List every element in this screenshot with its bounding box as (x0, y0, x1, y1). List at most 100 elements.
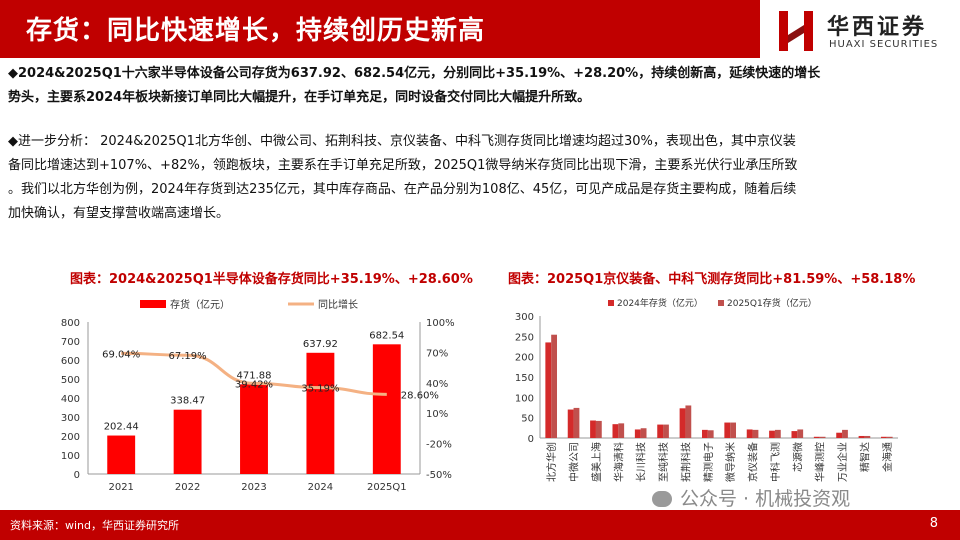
chart2-y-tick: 250 (515, 332, 534, 343)
chart2-bar (640, 428, 647, 438)
chart2-bar (864, 435, 871, 438)
chart2-legend-2024-label: 2024年存货（亿元） (617, 297, 703, 309)
chart2-x-tick: 至纯科技 (657, 442, 670, 482)
chart2-y-tick: 300 (515, 312, 534, 323)
chart1-inventory-yoy: 0 100 200 300 400 500 600 700 800 -50% -20% 10% 40% 7… (61, 298, 455, 493)
title-bar: 存货：同比快速增长，持续创历史新高 (0, 0, 760, 58)
chart2-bar (836, 432, 843, 438)
chart1-y2-tick: -20% (426, 440, 452, 451)
analysis-line: 加快确认，有望支撑营收端高速增长。 (8, 206, 230, 221)
chart1-y2-tick: -50% (426, 470, 452, 481)
chart2-y-tick: 200 (515, 353, 534, 364)
analysis-line: 。我们以北方华创为例，2024年存货到达235亿元，其中库存商品、在产品分别为1… (8, 182, 797, 197)
chart1-legend-bar-swatch (140, 300, 166, 308)
chart1-x-tick: 2023 (241, 482, 266, 493)
chart2-bar (752, 429, 759, 438)
chart2-x-tick: 华海清科 (612, 442, 625, 482)
chart2-bar (769, 430, 775, 438)
summary-line: 势头，主要系2024年板块新接订单同比大幅提升，在手订单充足，同时设备交付同比大… (8, 90, 591, 105)
chart1-yoy-label: 35.19% (301, 384, 339, 395)
chart2-bar (797, 429, 804, 438)
chart2-bar (746, 429, 753, 438)
chart2-bar (612, 424, 619, 438)
chart1-y-tick: 100 (61, 451, 80, 462)
chart2-legend-2025-label: 2025Q1存货（亿元） (727, 297, 817, 309)
chart1-yoy-label: 67.19% (169, 351, 207, 362)
chart2-bar (657, 424, 664, 438)
chart1-y-tick: 400 (61, 394, 80, 405)
chart2-bar (886, 436, 893, 438)
chart2-bar (618, 423, 625, 438)
chart2-bar (819, 436, 826, 438)
chart2-y-tick: 100 (515, 393, 534, 404)
chart2-x-tick: 精智达 (858, 442, 871, 472)
chart2-bar (595, 420, 602, 438)
chart1-bar-label: 471.88 (237, 370, 272, 381)
logo-english-name: HUAXI SECURITIES (829, 39, 939, 50)
chart2-x-tick: 京仪装备 (747, 442, 760, 482)
chart2-bar (590, 420, 596, 438)
chart2-bar (679, 408, 686, 438)
chart1-bar-label: 202.44 (104, 422, 139, 433)
chart2-bar (685, 405, 692, 438)
chart1-title: 图表：2024&2025Q1半导体设备存货同比+35.19%、+28.60% (70, 272, 473, 287)
watermark-text: 公众号 · 机械投资观 (680, 488, 851, 510)
chart2-y-tick: 0 (528, 434, 534, 445)
chart2-bar (573, 407, 580, 438)
chart2-x-tick: 中科飞测 (769, 442, 782, 482)
chart2-bar (730, 422, 737, 438)
chart2-bar (551, 334, 558, 438)
chart2-bar (567, 409, 574, 438)
chart1-x-tick: 2024 (308, 482, 333, 493)
chart2-x-tick: 长川科技 (635, 442, 648, 482)
chart2-bar (813, 436, 820, 438)
summary-paragraph: ◆2024&2025Q1十六家半导体设备公司存货为637.92、682.54亿元… (8, 62, 952, 110)
chart2-bar (842, 429, 848, 438)
chart2-x-tick: 精测电子 (702, 442, 715, 482)
analysis-line: ◆进一步分析： 2024&2025Q1北方华创、中微公司、拓荆科技、京仪装备、中… (8, 134, 796, 149)
chart1-bar-label: 637.92 (303, 339, 338, 350)
page-title: 存货：同比快速增长，持续创历史新高 (26, 16, 486, 46)
chart2-bar (858, 435, 865, 438)
chart1-bar (173, 409, 202, 474)
chart2-x-tick: 华峰测控 (814, 442, 827, 482)
chart1-x-tick: 2022 (175, 482, 200, 493)
chart2-legend-2025-swatch (718, 300, 724, 306)
chart1-y2-tick: 10% (426, 409, 448, 420)
chart1-y2-tick: 70% (426, 348, 448, 359)
chart2-bar (707, 430, 714, 438)
chart2-bar (791, 431, 798, 438)
chart1-y2-tick: 100% (426, 318, 455, 329)
wechat-icon (652, 491, 672, 507)
chart1-x-tick: 2025Q1 (367, 482, 407, 493)
chart1-yoy-label: 28.60% (401, 390, 439, 401)
chart1-y-tick: 700 (61, 337, 80, 348)
chart2-bar (634, 429, 641, 438)
chart1-y-tick: 0 (74, 470, 80, 481)
chart2-x-tick: 金海通 (881, 442, 894, 472)
chart1-y2-tick: 40% (426, 379, 448, 390)
huaxi-logo-icon (779, 11, 813, 51)
chart1-y-tick: 500 (61, 375, 80, 386)
chart2-bar (701, 429, 708, 438)
wechat-watermark: 公众号 · 机械投资观 (652, 484, 850, 511)
analysis-paragraph: ◆进一步分析： 2024&2025Q1北方华创、中微公司、拓荆科技、京仪装备、中… (8, 130, 952, 226)
chart1-yoy-label: 69.04% (102, 349, 140, 360)
chart2-x-tick: 芯源微 (791, 442, 804, 472)
summary-line: ◆2024&2025Q1十六家半导体设备公司存货为637.92、682.54亿元… (8, 66, 821, 81)
chart1-bar (306, 352, 335, 474)
chart1-bar (372, 344, 401, 474)
chart2-bar (724, 422, 731, 438)
chart2-title: 图表：2025Q1京仪装备、中科飞测存货同比+81.59%、+58.18% (508, 272, 916, 287)
chart2-x-tick: 北方华创 (545, 442, 558, 482)
chart1-y-tick: 200 (61, 432, 80, 443)
chart1-y-tick: 300 (61, 413, 80, 424)
chart1-bar (107, 435, 136, 474)
logo-chinese-name: 华西证券 (827, 15, 928, 40)
chart2-bar (774, 429, 781, 438)
source-note: 资料来源：wind，华西证券研究所 (10, 519, 180, 532)
chart1-yoy-label: 39.42% (235, 379, 273, 390)
chart1-x-tick: 2021 (108, 482, 133, 493)
chart2-x-tick: 盛美上海 (590, 442, 603, 482)
footer-bar: 资料来源：wind，华西证券研究所 8 (0, 510, 960, 540)
